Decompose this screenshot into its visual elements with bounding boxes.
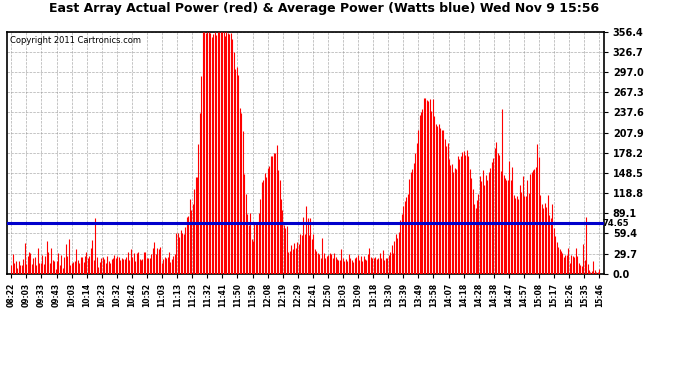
Text: 74.65: 74.65	[602, 219, 629, 228]
Text: East Array Actual Power (red) & Average Power (Watts blue) Wed Nov 9 15:56: East Array Actual Power (red) & Average …	[49, 2, 600, 15]
Text: Copyright 2011 Cartronics.com: Copyright 2011 Cartronics.com	[10, 36, 141, 45]
